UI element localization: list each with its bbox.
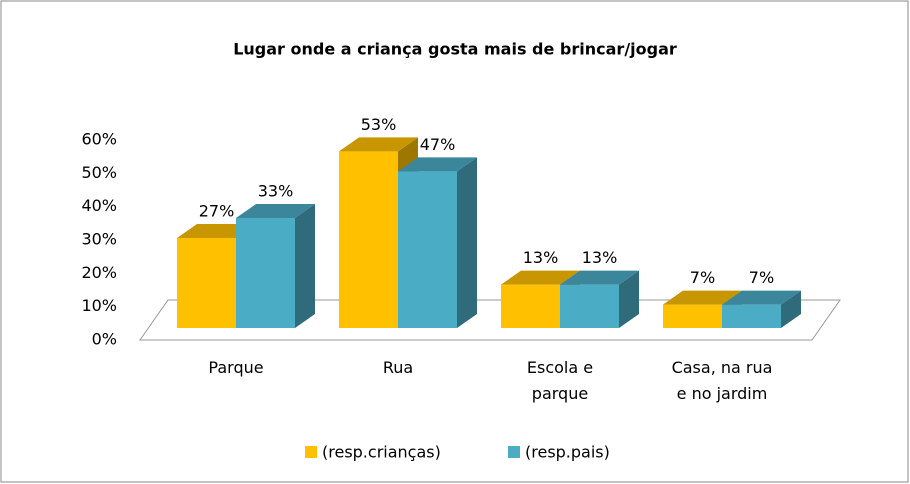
- y-tick-label: 50%: [81, 163, 117, 182]
- x-tick-label: Parque: [208, 358, 263, 377]
- bar-side: [619, 270, 639, 328]
- bar-side: [781, 290, 801, 328]
- y-tick-label: 0%: [92, 330, 117, 349]
- bar: [236, 218, 295, 328]
- x-tick-label: Casa, na rua e no jardim: [672, 358, 773, 403]
- y-tick-label: 60%: [81, 130, 117, 149]
- bar-top: [339, 137, 418, 152]
- bar-top: [398, 157, 477, 172]
- bar-side: [295, 204, 315, 328]
- legend-swatch: [508, 446, 520, 458]
- chart-title: Lugar onde a criança gosta mais de brinc…: [233, 40, 677, 59]
- bar-side: [457, 157, 477, 328]
- value-label: 7%: [690, 268, 715, 287]
- bar: [663, 304, 722, 328]
- value-label: 7%: [749, 268, 774, 287]
- bar: [722, 304, 781, 328]
- bar-top: [501, 270, 580, 285]
- value-label: 53%: [361, 115, 397, 134]
- bar-top: [236, 204, 315, 218]
- x-tick-label: Rua: [383, 358, 413, 377]
- bar: [339, 151, 398, 328]
- value-label: 13%: [523, 248, 559, 267]
- value-label: 47%: [420, 135, 456, 154]
- value-label: 13%: [582, 248, 618, 267]
- y-tick-label: 10%: [81, 296, 117, 315]
- x-tick-label: Escola e parque: [527, 358, 593, 403]
- y-tick-label: 40%: [81, 196, 117, 215]
- bar: [398, 171, 457, 328]
- value-label: 27%: [199, 202, 235, 221]
- legend-swatch: [305, 446, 317, 458]
- y-tick-label: 30%: [81, 230, 117, 249]
- bar: [501, 284, 560, 328]
- bar: [177, 238, 236, 328]
- y-tick-label: 20%: [81, 263, 117, 282]
- legend-label: (resp.crianças): [322, 443, 441, 462]
- bar-top: [560, 270, 639, 285]
- bar-top: [722, 290, 801, 305]
- bar-top: [663, 290, 742, 305]
- value-label: 33%: [258, 182, 294, 201]
- bar: [560, 284, 619, 328]
- legend-label: (resp.pais): [525, 443, 610, 462]
